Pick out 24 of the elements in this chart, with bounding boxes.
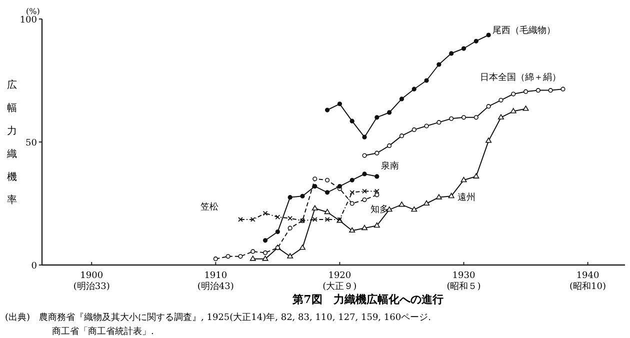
y-tick-label: 50: [26, 138, 38, 148]
y-tick-label: 100: [20, 16, 38, 26]
text: (明治43): [197, 281, 234, 292]
series-label: 日本全国（綿＋絹）: [480, 72, 561, 84]
series-label: 泉南: [380, 160, 399, 172]
text: 第7図 力織機広幅化への進行: [292, 293, 444, 306]
text: 笠松: [200, 201, 218, 212]
text: (大正９): [322, 281, 357, 292]
series-label: 尾西（毛織物）: [492, 24, 556, 36]
text: (明治33): [73, 281, 110, 292]
text: (昭和５): [446, 281, 481, 292]
x-tick-label: 1940: [576, 271, 600, 281]
x-tick-label: 1900: [80, 271, 104, 281]
x-tick-label: 1930: [452, 271, 476, 281]
x-tick-label: 1920: [328, 271, 352, 281]
text: 広幅力織機率: [7, 80, 17, 206]
text: (%): [26, 7, 40, 16]
series-label: 知多: [370, 204, 389, 215]
text: 商工省「商工省統計表」.: [52, 326, 154, 337]
x-tick-label: 1910: [204, 271, 228, 281]
text: (昭和10): [570, 281, 606, 292]
y-tick-label: 0: [31, 262, 38, 272]
series-label: 遠州: [457, 192, 476, 204]
text: (出典) 農商務省『織物及其大小に関する調査』, 1925(大正14)年, 82, 83, 110, 127, 159, 160ページ.: [5, 312, 432, 323]
